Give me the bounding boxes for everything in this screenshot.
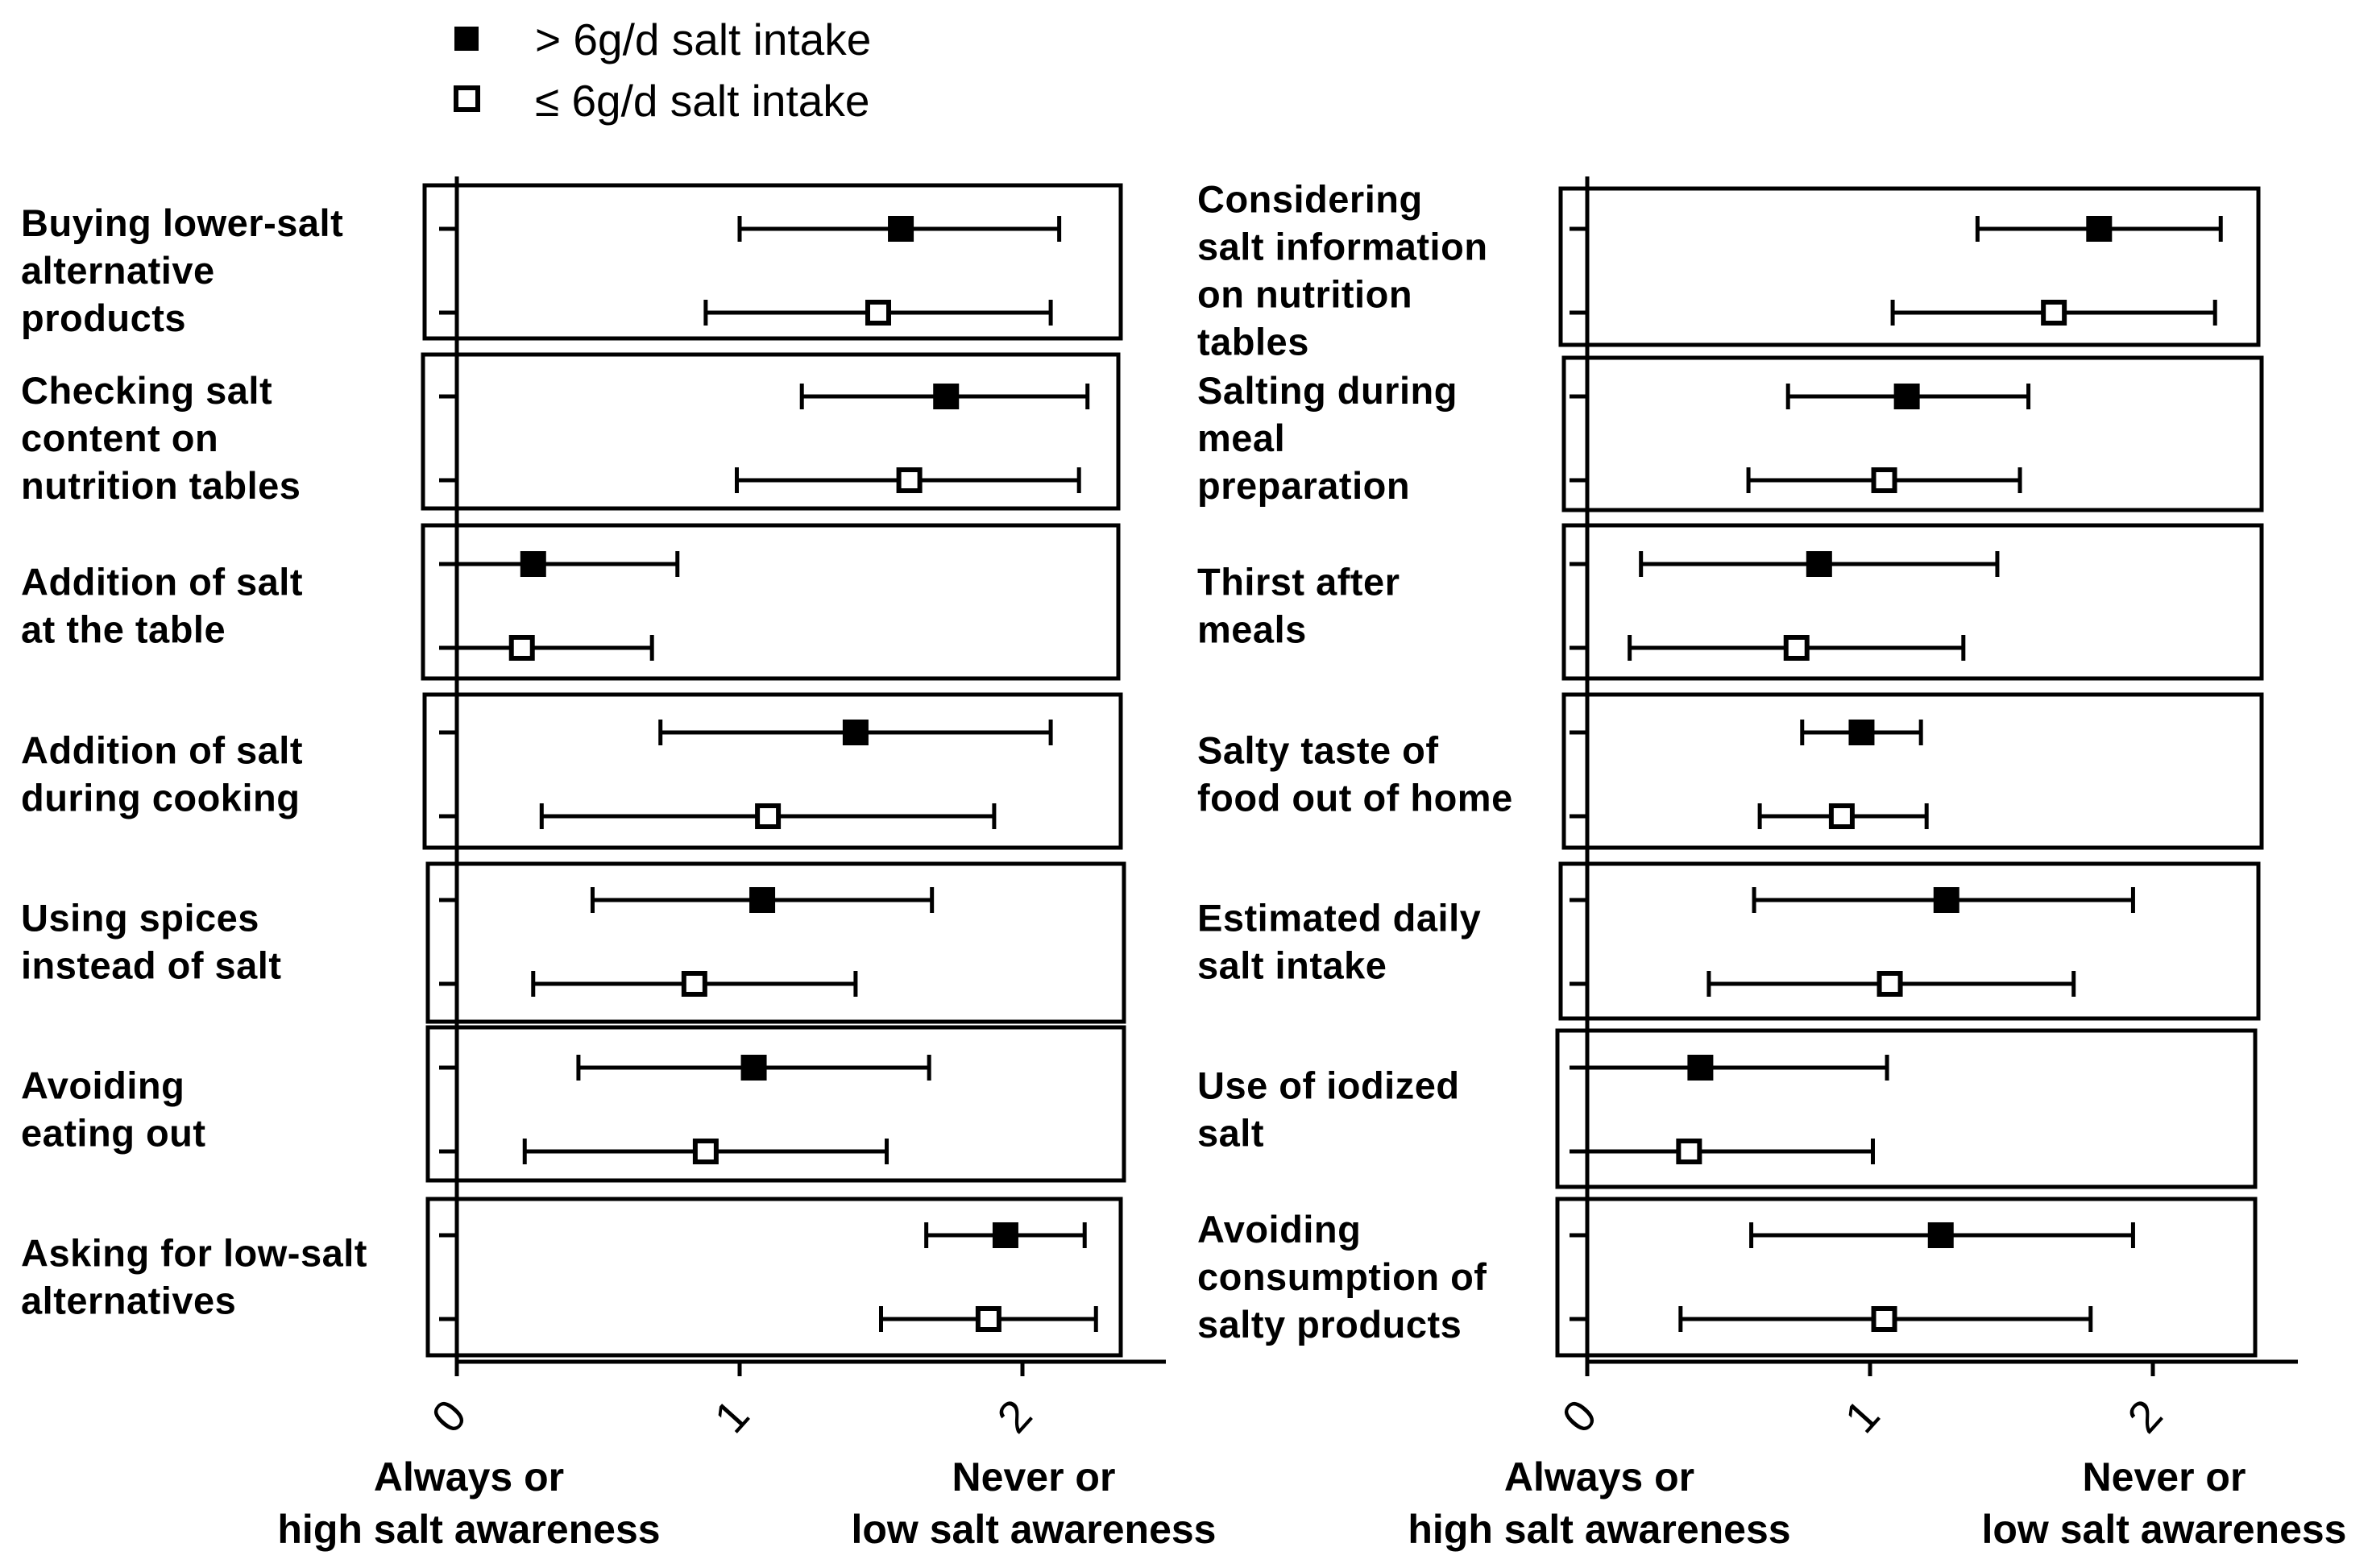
left-category-box (422, 183, 1123, 341)
right-mean-marker-open (1876, 971, 1903, 997)
left-mean-marker-filled (740, 1055, 767, 1081)
left-mean-marker-open (692, 1139, 719, 1164)
right-category-label: salt intake (1197, 944, 1387, 987)
left-category-label: eating out (21, 1112, 206, 1155)
right-category-label: tables (1197, 321, 1309, 363)
left-category-label: nutrition tables (21, 464, 301, 507)
right-category-box (1561, 692, 2264, 850)
right-mean-marker-filled (1848, 720, 1875, 745)
left-x-tick-label: 1 (704, 1390, 759, 1442)
right-category-box (1555, 1028, 2258, 1189)
left-category-box (421, 352, 1121, 511)
right-x-label-right: Never or (2083, 1454, 2246, 1500)
left-x-label-left: Always or (374, 1454, 564, 1500)
left-mean-marker-filled (749, 887, 776, 913)
right-category-label: meal (1197, 417, 1285, 459)
left-mean-marker-open (865, 300, 891, 326)
right-category-label: consumption of (1197, 1255, 1487, 1298)
right-category-label: preparation (1197, 464, 1410, 507)
legend-label-low-intake: ≤ 6g/d salt intake (535, 76, 869, 126)
left-category-box (425, 1025, 1126, 1183)
right-x-label-left: high salt awareness (1408, 1507, 1790, 1552)
left-mean-marker-open (681, 971, 707, 997)
right-mean-marker-filled (1927, 1222, 1954, 1248)
right-category-label: meals (1197, 608, 1307, 651)
left-category-label: content on (21, 417, 218, 459)
right-mean-marker-open (2041, 300, 2067, 326)
left-category-label: Avoiding (21, 1064, 185, 1107)
left-mean-marker-filled (842, 720, 869, 745)
right-category-label: Estimated daily (1197, 897, 1481, 940)
left-category-label: during cooking (21, 777, 300, 819)
right-category-label: Thirst after (1197, 561, 1400, 604)
right-category-label: Avoiding (1197, 1208, 1361, 1251)
right-category-label: food out of home (1197, 777, 1513, 819)
right-category-label: on nutrition (1197, 273, 1412, 316)
left-category-label: Addition of salt (21, 561, 303, 604)
right-category-box (1558, 186, 2261, 347)
left-mean-marker-filled (992, 1222, 1018, 1248)
legend-marker-open (454, 85, 480, 112)
right-mean-marker-open (1783, 635, 1810, 661)
left-category-box (422, 692, 1123, 850)
right-x-tick-label: 2 (2117, 1390, 2172, 1442)
right-category-label: Salting during (1197, 369, 1458, 412)
left-category-label: Using spices (21, 897, 259, 940)
right-mean-marker-filled (1893, 384, 1920, 409)
right-x-label-left: Always or (1504, 1454, 1694, 1500)
left-mean-marker-filled (933, 384, 960, 409)
right-mean-marker-open (1828, 803, 1855, 829)
right-mean-marker-filled (1687, 1055, 1714, 1081)
left-category-box (425, 861, 1126, 1024)
right-x-label-right: low salt awareness (1981, 1507, 2346, 1552)
right-category-label: Use of iodized (1197, 1064, 1460, 1107)
right-mean-marker-filled (1933, 887, 1959, 913)
right-category-label: salty products (1197, 1303, 1462, 1346)
left-category-label: Buying lower-salt (21, 201, 343, 244)
right-category-box (1558, 861, 2261, 1021)
left-x-label-right: Never or (952, 1454, 1116, 1500)
left-category-label: instead of salt (21, 944, 282, 987)
left-category-box (421, 523, 1121, 681)
left-category-label: alternative (21, 249, 215, 292)
left-mean-marker-filled (888, 216, 914, 242)
left-panel: Buying lower-salt alternative products Chec… (21, 176, 1217, 1552)
right-category-box (1555, 1197, 2258, 1358)
left-category-label: Addition of salt (21, 729, 303, 772)
right-x-tick-label: 1 (1835, 1390, 1889, 1442)
left-x-tick-label: 0 (421, 1390, 476, 1442)
left-mean-marker-open (508, 635, 535, 661)
left-category-label: Asking for low-salt (21, 1232, 367, 1275)
right-panel: Considering salt information on nutrition t… (1197, 176, 2347, 1552)
right-category-label: Considering (1197, 178, 1423, 221)
left-mean-marker-open (755, 803, 782, 829)
legend-marker-filled (454, 27, 479, 51)
right-category-label: salt information (1197, 226, 1488, 268)
left-x-tick-label: 2 (987, 1390, 1042, 1442)
right-mean-marker-filled (1806, 551, 1832, 577)
right-category-box (1561, 523, 2264, 681)
legend-label-high-intake: > 6g/d salt intake (535, 15, 871, 64)
left-mean-marker-open (896, 467, 923, 493)
right-mean-marker-open (1871, 1306, 1897, 1332)
right-category-label: salt (1197, 1112, 1264, 1155)
left-x-label-right: low salt awareness (851, 1507, 1216, 1552)
right-category-label: Salty taste of (1197, 729, 1439, 772)
left-category-label: alternatives (21, 1280, 236, 1322)
left-x-label-left: high salt awareness (277, 1507, 660, 1552)
right-x-tick-label: 0 (1552, 1390, 1607, 1442)
right-category-box (1561, 355, 2264, 512)
legend: > 6g/d salt intake ≤ 6g/d salt intake (454, 15, 871, 126)
left-mean-marker-filled (520, 551, 546, 577)
left-mean-marker-open (975, 1306, 1001, 1332)
left-category-label: Checking salt (21, 369, 272, 412)
left-category-label: at the table (21, 608, 226, 651)
right-mean-marker-filled (2086, 216, 2113, 242)
left-category-label: products (21, 297, 186, 339)
left-category-box (425, 1197, 1123, 1358)
right-mean-marker-open (1676, 1139, 1702, 1164)
right-mean-marker-open (1871, 467, 1897, 493)
